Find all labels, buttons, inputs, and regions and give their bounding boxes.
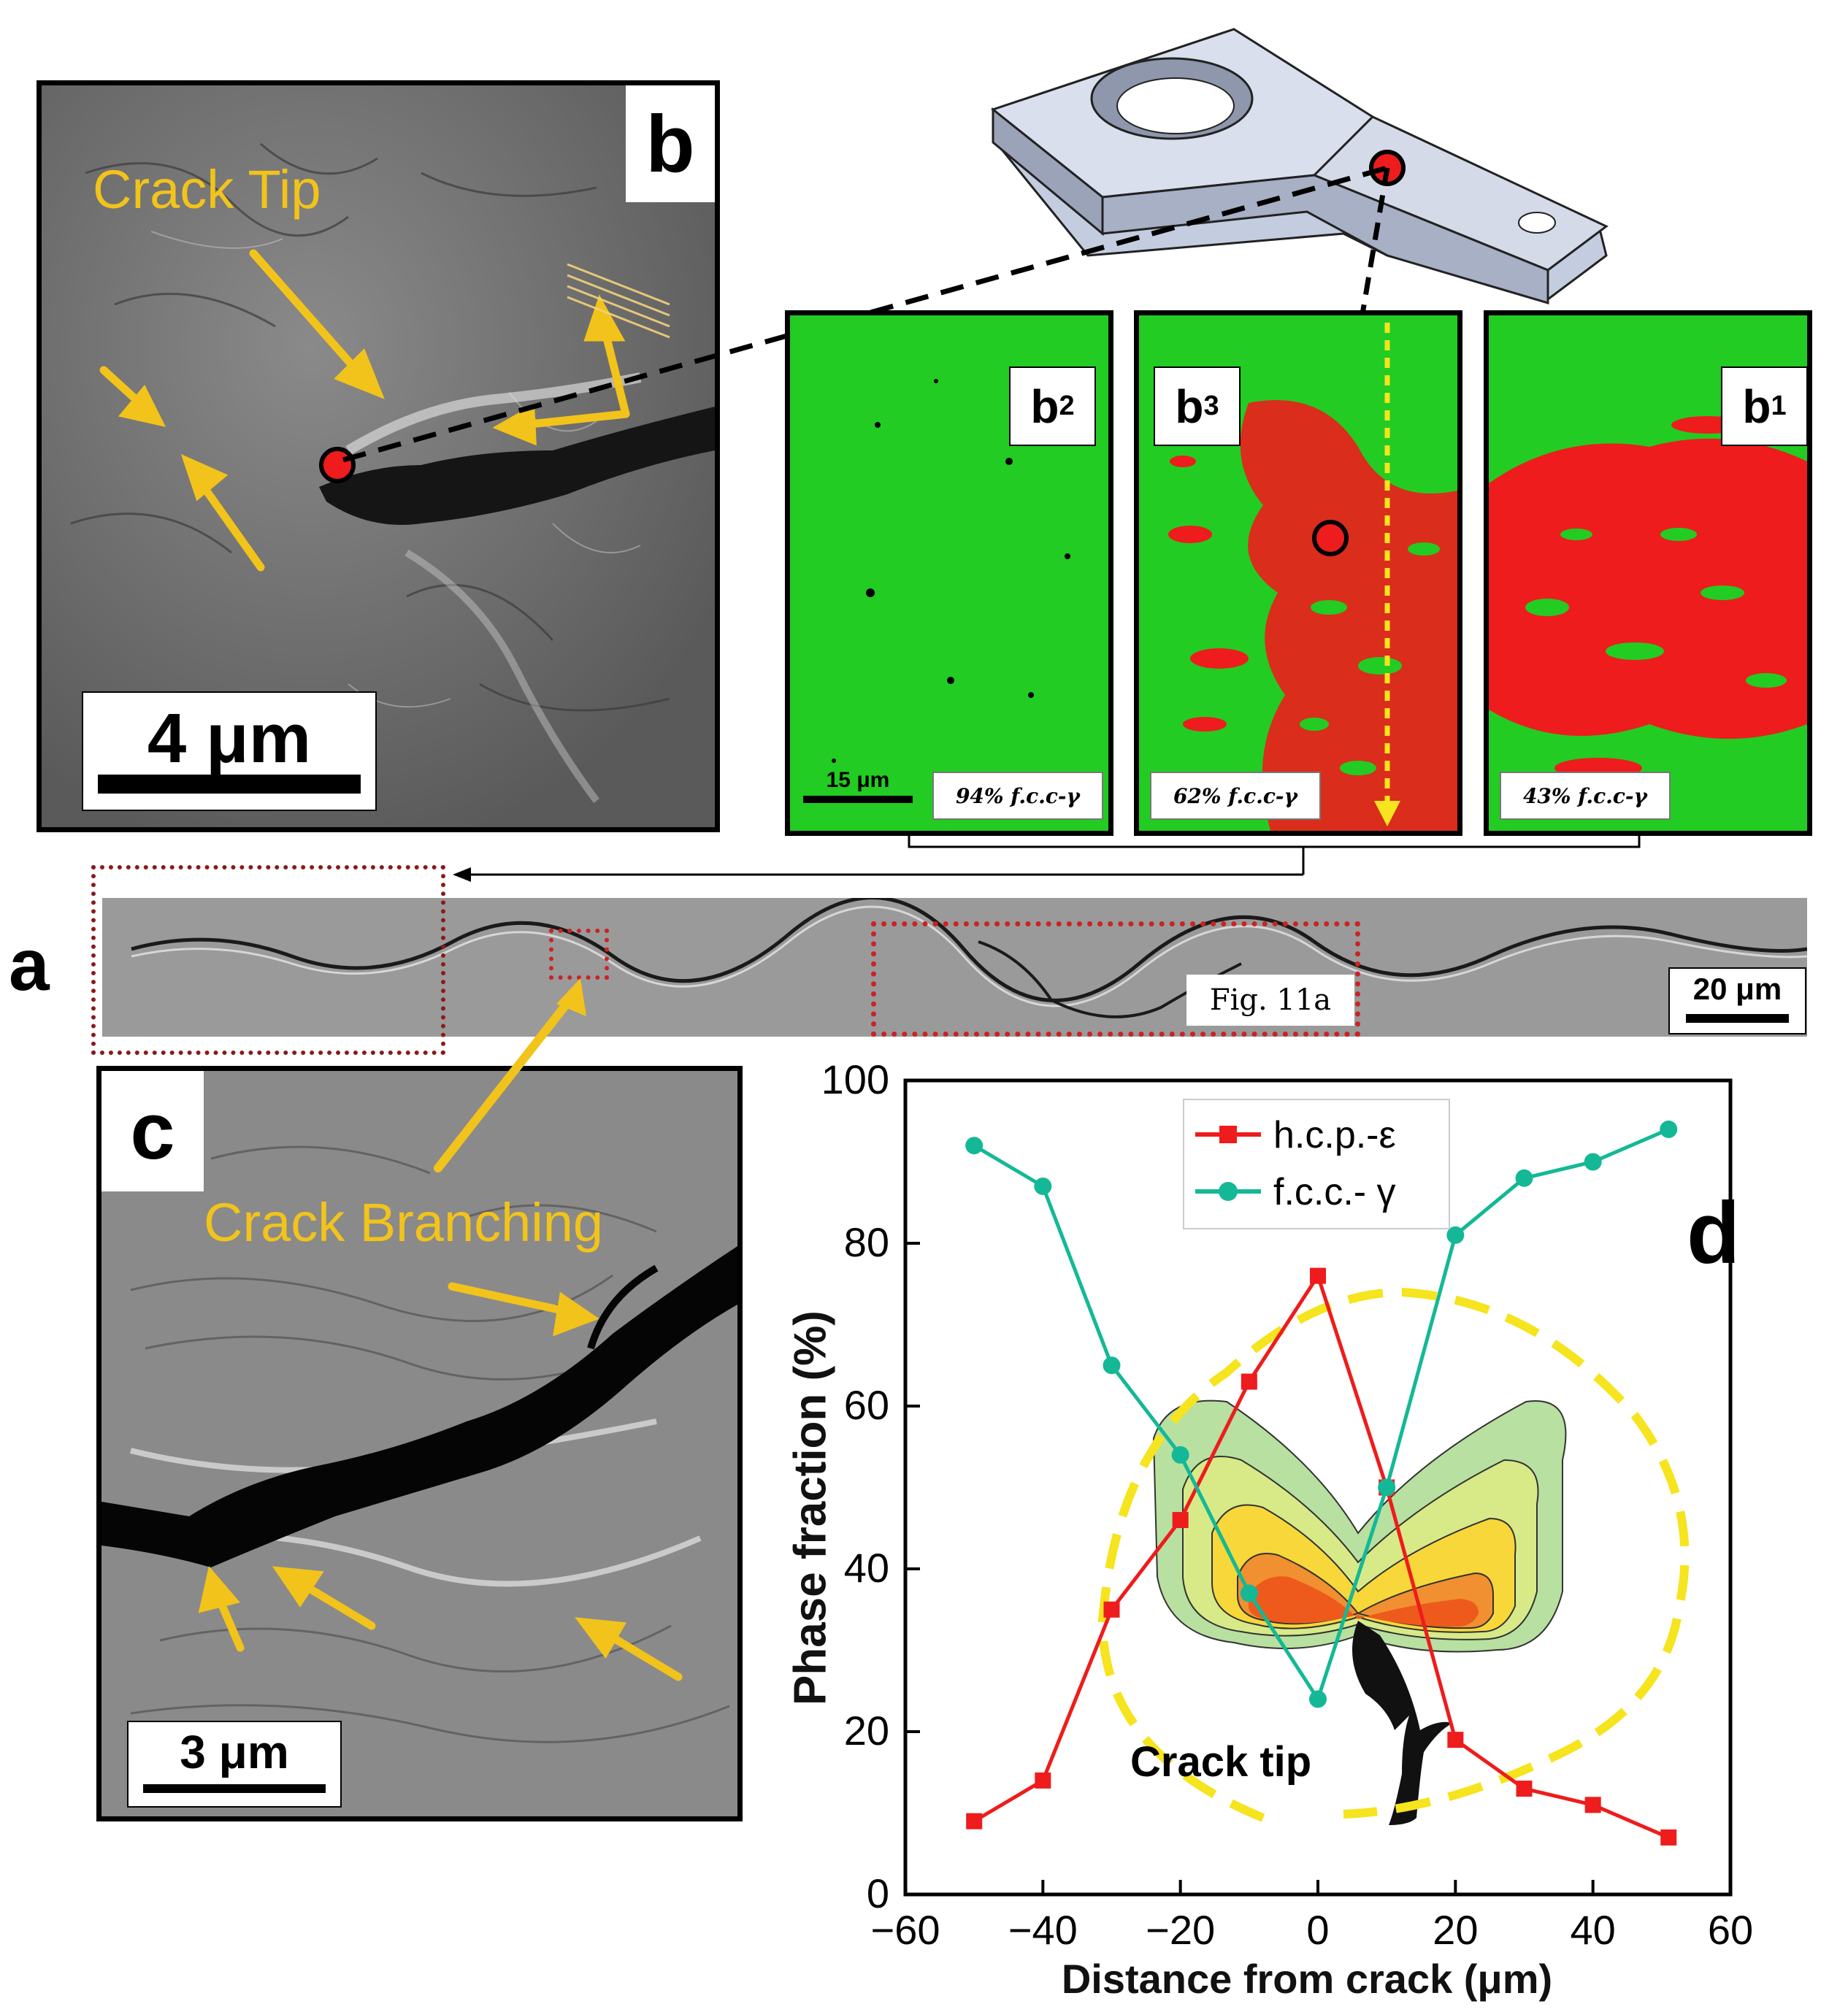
panel-c-micrograph: c Crack Branching 3 μm [96, 1066, 743, 1821]
data-point-fcc [1515, 1169, 1533, 1187]
map-b1-fraction: 43% f.c.c-γ [1500, 772, 1671, 820]
data-point-hcp [1172, 1512, 1189, 1529]
data-point-hcp [1241, 1373, 1257, 1390]
data-point-fcc [1240, 1584, 1258, 1602]
crack-tip-label: Crack tip [1130, 1738, 1312, 1786]
x-tick-label: −40 [1008, 1907, 1078, 1953]
legend-item-fcc: f.c.c.- γ [1192, 1166, 1440, 1217]
data-point-hcp [1447, 1732, 1464, 1748]
panel-a-scalebar-box: 20 μm [1668, 967, 1806, 1034]
region-box-large [871, 921, 1360, 1037]
panel-b-scalebar-box: 4 μm [82, 691, 377, 811]
data-point-hcp [1584, 1797, 1601, 1813]
map-b2-scalebar: 15 μm [803, 768, 913, 803]
map-b2-fraction: 94% f.c.c-γ [932, 772, 1103, 820]
panel-b-label: b [626, 85, 715, 202]
panel-b-scalebar-text: 4 μm [147, 699, 312, 777]
data-point-fcc [1584, 1153, 1602, 1171]
panel-a-scalebar-text: 20 μm [1692, 972, 1782, 1006]
panel-c-scalebar-text: 3 μm [180, 1726, 289, 1778]
x-tick-label: 0 [1306, 1907, 1329, 1953]
specimen-3d-model [990, 28, 1609, 305]
phase-map-b3-texture [1168, 323, 1457, 831]
y-tick-label: 20 [844, 1708, 889, 1754]
map-b3-fraction: 62% f.c.c-γ [1150, 772, 1321, 820]
data-point-fcc [1309, 1690, 1327, 1708]
panel-c-texture [101, 1071, 737, 1816]
phase-map-b2-texture [832, 379, 1070, 763]
panel-a-label: a [9, 924, 50, 1006]
data-point-fcc [1446, 1226, 1465, 1244]
data-point-hcp [966, 1813, 983, 1829]
y-tick-label: 80 [844, 1219, 889, 1265]
region-box-b [91, 865, 445, 1055]
panel-c-label: c [101, 1071, 204, 1191]
data-point-fcc [1171, 1445, 1189, 1464]
panel-c-scalebar-box: 3 μm [127, 1721, 342, 1808]
data-point-fcc [1660, 1120, 1678, 1138]
y-tick-label: 100 [821, 1056, 889, 1102]
y-tick-label: 0 [867, 1870, 889, 1916]
x-tick-label: 60 [1708, 1907, 1753, 1953]
x-tick-label: 40 [1571, 1907, 1616, 1953]
x-axis-title: Distance from crack (μm) [1061, 1956, 1553, 2002]
data-point-hcp [1660, 1829, 1677, 1846]
data-point-hcp [1516, 1781, 1533, 1797]
y-axis-title: Phase fraction (%) [785, 1310, 836, 1705]
x-tick-label: −20 [1146, 1907, 1215, 1953]
panel-a-strip: Fig. 11a 20 μm [102, 898, 1807, 1037]
legend-label-fcc: f.c.c.- γ [1273, 1171, 1396, 1213]
panel-b-scalebar [98, 775, 361, 794]
panel-b-micrograph: Crack Tip b 4 μm [37, 80, 720, 832]
y-tick-label: 60 [844, 1382, 889, 1428]
data-point-fcc [1103, 1356, 1121, 1375]
data-point-hcp [1103, 1601, 1120, 1618]
chart-legend: h.c.p.-ε f.c.c.- γ [1183, 1099, 1450, 1229]
legend-label-hcp: h.c.p.-ε [1273, 1114, 1396, 1156]
panel-d-label: d [1687, 1184, 1741, 1282]
data-point-hcp [1035, 1772, 1051, 1789]
x-tick-label: −60 [871, 1907, 940, 1953]
panel-a-figure-ref: Fig. 11a [1186, 975, 1354, 1026]
legend-item-hcp: h.c.p.-ε [1192, 1109, 1440, 1160]
chart-svg: −60 −40 −20 0 20 40 60 0 20 40 60 80 100 [821, 1056, 1754, 1953]
map-b2-scalebar-text: 15 μm [826, 768, 890, 792]
crack-tip-shape [1352, 1621, 1453, 1825]
data-point-fcc [1034, 1177, 1052, 1195]
data-point-fcc [965, 1137, 984, 1155]
y-tick-label: 40 [844, 1545, 889, 1591]
panel-d-chart: −60 −40 −20 0 20 40 60 0 20 40 60 80 100 h.c.p.-ε f.… [759, 1051, 1848, 2008]
crack-branching-arrow [434, 978, 586, 1172]
region-box-c [549, 929, 609, 980]
data-point-fcc [1378, 1478, 1396, 1497]
crack-branching-annotation: Crack Branching [204, 1192, 604, 1253]
data-point-hcp [1310, 1267, 1326, 1284]
crack-tip-annotation: Crack Tip [93, 159, 321, 220]
x-tick-label: 20 [1433, 1907, 1478, 1953]
